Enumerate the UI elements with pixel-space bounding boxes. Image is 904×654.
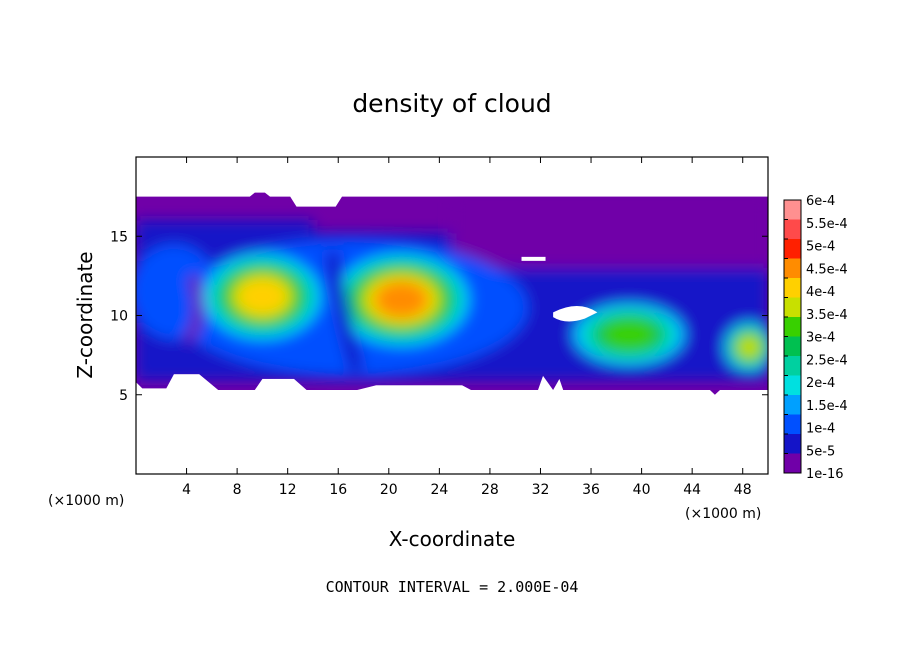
channel-between-cells <box>324 251 364 373</box>
x-tick-label: 48 <box>734 482 752 498</box>
colorbar-swatch <box>784 395 801 415</box>
y-axis-label: Z-coordinate <box>73 251 97 378</box>
colorbar-swatch <box>784 336 801 356</box>
colorbar-label: 1.5e-4 <box>806 399 848 414</box>
chart-title: density of cloud <box>352 89 551 118</box>
colorbar-swatch <box>784 258 801 278</box>
colorbar-swatch <box>784 239 801 259</box>
y-tick-label: 5 <box>119 388 128 404</box>
x-units-left: (×1000 m) <box>48 493 124 509</box>
x-tick-label: 20 <box>380 482 398 498</box>
colorbar-label: 3.5e-4 <box>806 308 848 323</box>
gap-mid <box>553 305 598 322</box>
colorbar-label: 6e-4 <box>806 194 835 209</box>
contour-interval-note: CONTOUR INTERVAL = 2.000E-04 <box>326 578 579 596</box>
colorbar-swatch <box>784 278 801 298</box>
y-axis-ticks: 5 10 15 <box>110 229 768 404</box>
blob-2-level-7 <box>602 319 656 350</box>
x-tick-label: 12 <box>279 482 297 498</box>
colorbar-label: 1e-16 <box>806 467 844 482</box>
colorbar-label: 4e-4 <box>806 285 835 300</box>
x-tick-label: 28 <box>481 482 499 498</box>
colorbar-label: 5e-4 <box>806 240 835 255</box>
colorbar-label: 5e-5 <box>806 444 835 459</box>
blob-3-level-8 <box>738 336 760 359</box>
colorbar-label: 4.5e-4 <box>806 262 848 277</box>
colorbar-label: 3e-4 <box>806 331 835 346</box>
x-axis-label: X-coordinate <box>389 527 516 551</box>
y-tick-label: 10 <box>110 309 128 325</box>
colorbar-swatch <box>784 200 801 220</box>
cloud-interior <box>136 198 768 381</box>
colorbar-swatch <box>784 375 801 395</box>
colorbar-swatch <box>784 434 801 454</box>
x-tick-label: 36 <box>582 482 600 498</box>
gap-small <box>521 256 546 261</box>
x-tick-label: 32 <box>532 482 550 498</box>
colorbar-swatch <box>784 356 801 376</box>
plot-field <box>136 192 768 395</box>
colorbar-swatch <box>784 414 801 434</box>
colorbar-label: 2e-4 <box>806 376 835 391</box>
colorbar-label: 2.5e-4 <box>806 353 848 368</box>
cloud-gaps <box>521 256 598 322</box>
left-purple-streak <box>183 274 203 344</box>
blob-1-level-10 <box>375 281 428 318</box>
upper-right-region <box>452 198 768 268</box>
x-tick-label: 8 <box>233 482 242 498</box>
x-tick-label: 4 <box>182 482 191 498</box>
colorbar-swatch <box>784 453 801 473</box>
colorbar-label: 1e-4 <box>806 422 835 437</box>
x-units-right: (×1000 m) <box>685 506 761 522</box>
x-tick-label: 16 <box>329 482 347 498</box>
cloud-layers <box>136 198 768 381</box>
x-tick-label: 40 <box>633 482 651 498</box>
colorbar-swatch <box>784 297 801 317</box>
x-axis-ticks: 4 8 12 16 20 24 28 32 36 40 44 48 <box>182 157 752 498</box>
x-tick-label: 24 <box>430 482 448 498</box>
colorbar-swatch <box>784 317 801 337</box>
blob-0-level-9 <box>238 278 287 315</box>
colorbar-swatch <box>784 219 801 239</box>
x-tick-label: 44 <box>683 482 701 498</box>
colorbar-label: 5.5e-4 <box>806 217 848 232</box>
band-level-1-top <box>136 220 313 249</box>
colorbar: 6e-4 5.5e-4 5e-4 4.5e-4 4e-4 3.5e-4 3e-4 2.5e-4… <box>783 194 848 482</box>
y-tick-label: 15 <box>110 229 128 245</box>
